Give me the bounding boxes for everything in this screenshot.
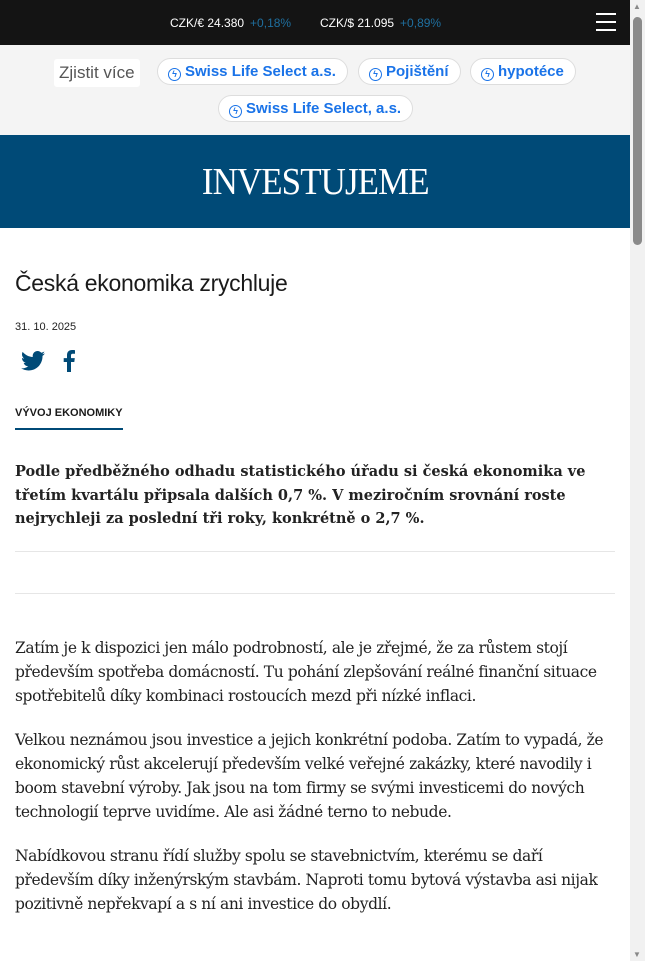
scrollbar-thumb[interactable] [633,17,642,245]
article-body: Zatím je k dispozici jen málo podrobnost… [15,636,615,916]
ad-label: Zjistit více [54,59,140,87]
rate-eur: CZK/€ 24.380 +0,18% [170,16,291,30]
twitter-icon[interactable] [21,351,45,371]
share-buttons [15,349,615,373]
chip-label: Swiss Life Select a.s. [185,63,336,80]
chip-label: Pojištění [386,63,449,80]
lightning-circle-icon: ϟ [369,68,382,81]
brand-banner: INVESTUJEME [0,135,630,228]
facebook-icon[interactable] [63,350,75,372]
lightning-circle-icon: ϟ [481,68,494,81]
scrollbar[interactable]: ▲ ▼ [630,0,645,961]
chip-swiss-life-as[interactable]: ϟ Swiss Life Select, a.s. [218,95,414,122]
scroll-up-icon[interactable]: ▲ [633,2,641,11]
rate-usd-value: CZK/$ 21.095 [320,16,395,30]
article-lead: Podle předběžného odhadu statistického ú… [15,460,615,552]
rate-usd-change: +0,89% [400,16,442,30]
chip-label: Swiss Life Select, a.s. [246,100,402,117]
scroll-down-icon[interactable]: ▼ [633,950,641,959]
hamburger-icon[interactable] [596,13,616,31]
chip-hypotece[interactable]: ϟ hypotéce [470,58,576,85]
rate-usd: CZK/$ 21.095 +0,89% [320,16,441,30]
rate-eur-value: CZK/€ 24.380 [170,16,245,30]
site-logo[interactable]: INVESTUJEME [201,160,430,203]
chip-label: hypotéce [498,63,564,80]
paragraph: Velkou neznámou jsou investice a jejich … [15,730,604,821]
article-date: 31. 10. 2025 [15,321,77,333]
ad-chips: Zjistit více ϟ Swiss Life Select a.s. ϟ Po… [0,45,630,135]
chip-pojisteni[interactable]: ϟ Pojištění [358,58,461,85]
paragraph: Zatím je k dispozici jen málo podrobnost… [15,638,597,705]
lightning-circle-icon: ϟ [168,68,181,81]
category-tag[interactable]: VÝVOJ EKONOMIKY [15,407,123,430]
currency-bar: CZK/€ 24.380 +0,18% CZK/$ 21.095 +0,89% [0,0,630,45]
chip-swiss-life[interactable]: ϟ Swiss Life Select a.s. [157,58,348,85]
page: CZK/€ 24.380 +0,18% CZK/$ 21.095 +0,89% Zj… [0,0,630,916]
article-title: Česká ekonomika zrychluje [15,270,288,296]
lightning-circle-icon: ϟ [229,105,242,118]
paragraph: Nabídkovou stranu řídí služby spolu se s… [15,846,598,913]
rate-eur-change: +0,18% [250,16,292,30]
divider [15,552,615,594]
